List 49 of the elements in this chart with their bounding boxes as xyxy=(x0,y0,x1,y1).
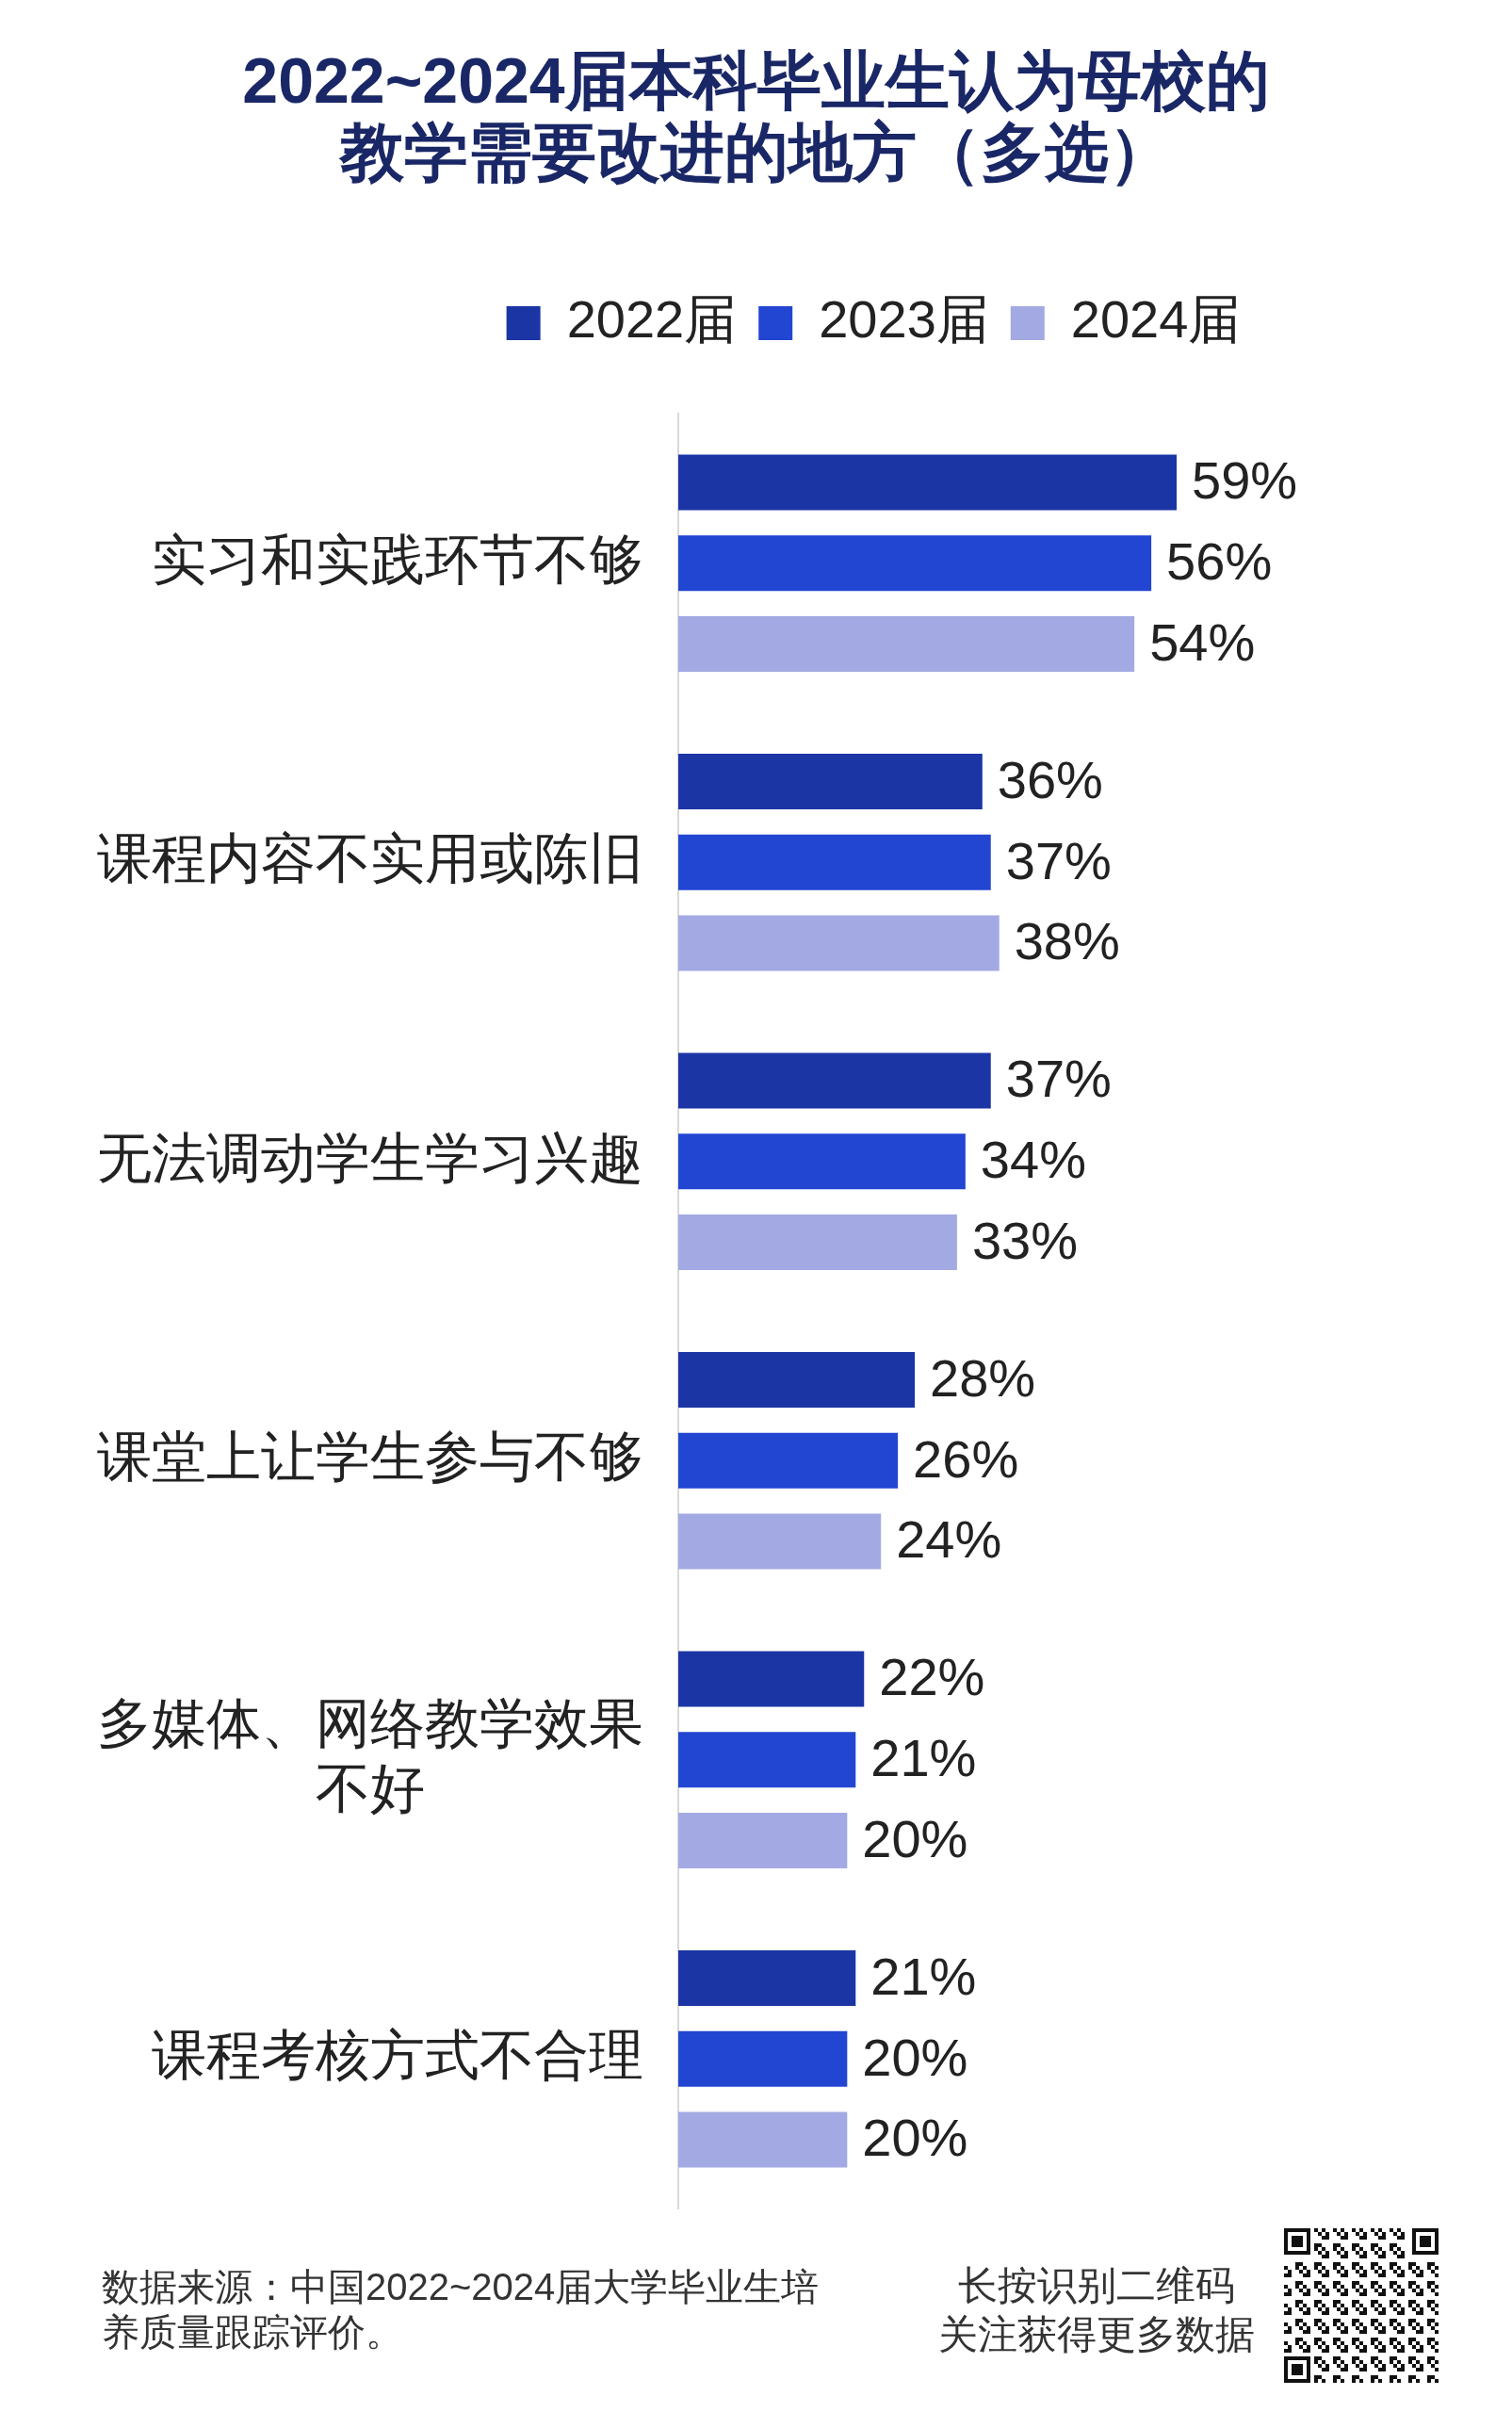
text: 长按识别二维码 xyxy=(957,2262,1236,2309)
data-label: 20% xyxy=(862,1808,968,1868)
data-label: 26% xyxy=(913,1428,1019,1489)
chart-title: 2022~2024届本科毕业生认为母校的教学需要改进的地方（多选） xyxy=(241,44,1271,187)
bar xyxy=(678,1950,856,2006)
bar xyxy=(678,1513,882,1570)
text: 关注获得更多数据 xyxy=(937,2311,1256,2358)
bar xyxy=(678,535,1152,592)
data-label: 20% xyxy=(862,2108,968,2168)
bar xyxy=(678,1352,916,1408)
bar xyxy=(678,754,983,809)
y-tick-label: 多媒体、网络教学效果不好 xyxy=(97,1692,643,1819)
data-label: 54% xyxy=(1149,611,1256,672)
bar xyxy=(678,2030,848,2087)
bar xyxy=(678,1732,856,1788)
data-label: 20% xyxy=(862,2027,968,2087)
bar xyxy=(678,1813,848,1868)
data-label: 59% xyxy=(1192,450,1298,511)
data-label: 22% xyxy=(879,1647,985,1707)
bar xyxy=(678,834,991,890)
bar xyxy=(678,1052,991,1109)
data-label: 36% xyxy=(997,749,1103,809)
data-label: 38% xyxy=(1014,911,1120,971)
bar xyxy=(678,1432,899,1489)
y-tick-label: 无法调动学生学习兴趣 xyxy=(97,1126,643,1188)
data-label: 24% xyxy=(896,1509,1002,1570)
y-tick-label: 课程内容不实用或陈旧 xyxy=(97,827,643,889)
y-tick-label: 课堂上让学生参与不够 xyxy=(97,1426,643,1488)
bar xyxy=(678,1133,966,1190)
legend-label: 2023届 xyxy=(819,289,989,350)
data-label: 21% xyxy=(870,1946,977,2006)
data-label: 56% xyxy=(1166,531,1273,592)
bar xyxy=(678,2111,848,2168)
data-label: 21% xyxy=(870,1728,977,1788)
bar xyxy=(678,454,1177,511)
data-label: 28% xyxy=(930,1347,1036,1408)
bar xyxy=(678,1651,865,1707)
bar xyxy=(678,616,1135,672)
bar xyxy=(678,1214,957,1270)
legend-label: 2022届 xyxy=(566,289,738,350)
data-label: 37% xyxy=(1005,830,1112,890)
data-label: 37% xyxy=(1005,1049,1112,1109)
y-tick-label: 实习和实践环节不够 xyxy=(152,528,643,590)
bar xyxy=(678,915,1000,971)
data-label: 34% xyxy=(980,1130,1086,1190)
y-tick-label: 课程考核方式不合理 xyxy=(152,2024,643,2086)
legend-label: 2024届 xyxy=(1070,289,1242,350)
source-note: 数据来源：中国2022~2024届大学毕业生培养质量跟踪评价。 xyxy=(102,2265,821,2355)
data-label: 33% xyxy=(971,1210,1078,1270)
